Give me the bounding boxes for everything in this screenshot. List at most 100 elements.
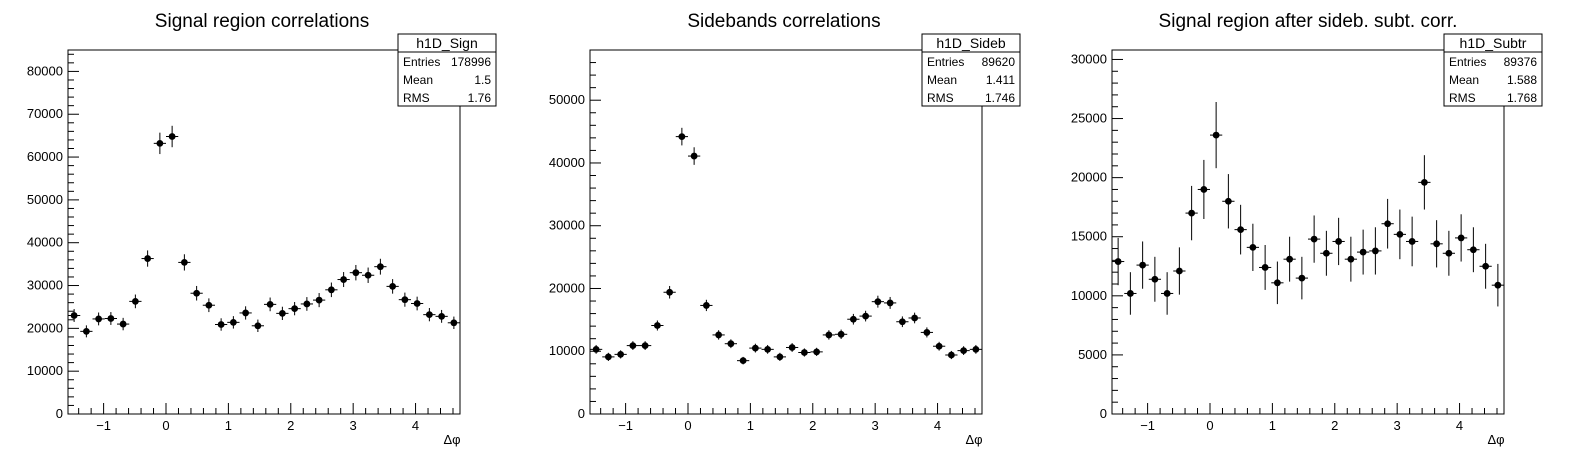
y-tick-label: 10000 xyxy=(27,363,63,378)
data-point xyxy=(1406,217,1418,267)
data-point xyxy=(105,312,117,325)
point-marker xyxy=(279,310,286,317)
data-point xyxy=(1492,264,1504,307)
point-marker xyxy=(678,133,685,140)
x-tick-label: 1 xyxy=(747,418,754,433)
point-marker xyxy=(132,298,139,305)
data-point xyxy=(264,298,276,312)
data-point xyxy=(1296,257,1308,300)
stats-label: Mean xyxy=(403,73,433,87)
data-point xyxy=(725,339,737,348)
point-marker xyxy=(328,286,335,293)
stats-box: h1D_SignEntries 178996Mean 1.5RMS 1.76 xyxy=(398,34,496,106)
data-point xyxy=(651,320,663,330)
data-point xyxy=(664,286,676,299)
point-marker xyxy=(862,313,869,320)
point-marker xyxy=(1286,256,1293,263)
stats-value: 1.5 xyxy=(474,73,491,87)
data-point xyxy=(884,297,896,309)
point-marker xyxy=(850,316,857,323)
point-marker xyxy=(1323,250,1330,257)
data-point xyxy=(713,330,725,339)
point-marker xyxy=(181,259,188,266)
x-tick-label: −1 xyxy=(618,418,633,433)
x-tick-label: 3 xyxy=(872,418,879,433)
data-point xyxy=(93,313,105,326)
chart-title: Signal region correlations xyxy=(155,11,369,32)
data-point xyxy=(615,350,627,358)
chart-title: Sidebands correlations xyxy=(687,11,880,32)
stats-label: Mean xyxy=(927,73,957,87)
point-marker xyxy=(1384,220,1391,227)
data-point xyxy=(1198,160,1210,219)
point-marker xyxy=(1409,238,1416,245)
data-point xyxy=(338,272,350,287)
data-point xyxy=(676,128,688,146)
data-point xyxy=(762,345,774,354)
point-marker xyxy=(691,153,698,160)
point-marker xyxy=(193,290,200,297)
y-tick-label: 0 xyxy=(56,406,63,421)
data-point xyxy=(1333,218,1345,265)
point-marker xyxy=(1115,258,1122,265)
data-point xyxy=(301,297,313,311)
point-marker xyxy=(254,322,261,329)
point-marker xyxy=(752,345,759,352)
chart-panel-3: Signal region after sideb. subt. corr.−1… xyxy=(1071,11,1542,447)
y-tick-label: 40000 xyxy=(27,235,63,250)
data-point xyxy=(1161,272,1173,315)
data-point xyxy=(1467,227,1479,272)
data-point xyxy=(970,345,982,354)
point-marker xyxy=(715,332,722,339)
point-marker xyxy=(1176,268,1183,275)
data-point xyxy=(909,313,921,324)
data-point xyxy=(154,133,166,154)
point-marker xyxy=(156,140,163,147)
stats-value: 89376 xyxy=(1504,55,1538,69)
point-marker xyxy=(426,311,433,318)
data-point xyxy=(362,268,374,283)
point-marker xyxy=(1458,235,1465,242)
point-marker xyxy=(1164,290,1171,297)
point-marker xyxy=(242,310,249,317)
data-point xyxy=(276,307,288,320)
x-tick-label: −1 xyxy=(1140,418,1155,433)
point-marker xyxy=(1494,282,1501,289)
point-marker xyxy=(972,346,979,353)
y-tick-label: 15000 xyxy=(1071,229,1107,244)
stats-box: h1D_SubtrEntries 89376Mean 1.588RMS 1.768 xyxy=(1444,34,1542,106)
data-point xyxy=(289,302,301,315)
y-tick-label: 50000 xyxy=(549,92,585,107)
point-marker xyxy=(789,344,796,351)
y-tick-label: 60000 xyxy=(27,149,63,164)
point-marker xyxy=(1360,249,1367,256)
point-marker xyxy=(911,315,918,322)
data-point xyxy=(737,357,749,365)
data-point xyxy=(835,330,847,339)
data-point xyxy=(1173,247,1185,294)
data-point xyxy=(1455,214,1467,261)
data-point xyxy=(1259,245,1271,290)
data-point xyxy=(1271,262,1283,305)
point-marker xyxy=(1421,179,1428,186)
point-marker xyxy=(1470,246,1477,253)
y-tick-label: 50000 xyxy=(27,192,63,207)
point-marker xyxy=(960,347,967,354)
data-point xyxy=(191,286,203,301)
data-point xyxy=(1247,224,1259,271)
point-marker xyxy=(1200,186,1207,193)
data-point xyxy=(896,316,908,327)
y-tick-label: 10000 xyxy=(549,343,585,358)
point-marker xyxy=(1139,262,1146,269)
stats-value: 1.76 xyxy=(468,91,492,105)
point-marker xyxy=(764,346,771,353)
data-point xyxy=(627,341,639,350)
point-marker xyxy=(1335,238,1342,245)
point-marker xyxy=(1274,279,1281,286)
data-point xyxy=(1480,244,1492,289)
y-tick-label: 20000 xyxy=(27,320,63,335)
point-marker xyxy=(303,301,310,308)
point-marker xyxy=(727,340,734,347)
x-tick-label: 1 xyxy=(225,418,232,433)
y-tick-label: 20000 xyxy=(549,280,585,295)
